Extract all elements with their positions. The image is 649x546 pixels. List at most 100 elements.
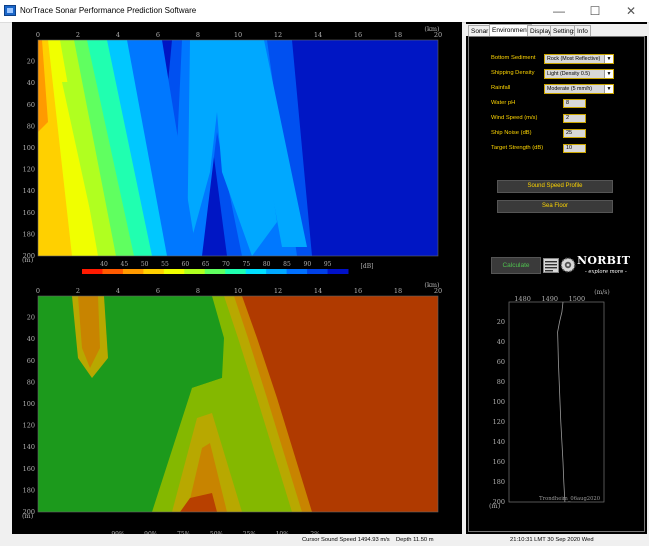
- ssp-depth-tick-label: 100: [493, 398, 505, 406]
- tl-colorbar-segment: [266, 269, 288, 274]
- minimize-button[interactable]: —: [553, 4, 565, 18]
- pd-region: [78, 296, 100, 368]
- tl-colorbar-segment: [225, 269, 247, 274]
- report-icon[interactable]: [543, 258, 559, 273]
- tab-info[interactable]: Info: [574, 25, 591, 36]
- sound-speed-profile-plot[interactable]: (m/s) 1480 1490 1500 20 40 60 80 100 120 140 160 180…: [469, 285, 644, 533]
- ssp-depth-tick-label: 20: [497, 318, 505, 326]
- tl-y-tick-label: 140: [23, 187, 35, 195]
- tl-colorbar-segment: [204, 269, 226, 274]
- sound-speed-profile-button[interactable]: Sound Speed Profile: [497, 180, 613, 193]
- pd-x-tick-label: 4: [116, 287, 120, 295]
- tl-x-tick-label: 2: [76, 31, 80, 39]
- app-icon: [4, 5, 16, 16]
- tl-colorbar-segment: [286, 269, 308, 274]
- ssp-speed-tick-label: 1480: [514, 295, 531, 303]
- tl-colorbar-tick-label: 70: [222, 261, 230, 268]
- tl-x-unit-label: (km): [424, 25, 440, 33]
- pd-y-unit-label: (m): [22, 512, 34, 520]
- tl-colorbar-tick-label: 60: [182, 261, 190, 268]
- tl-region: [244, 40, 307, 247]
- target-strength-input[interactable]: 10: [563, 144, 586, 153]
- maximize-button[interactable]: ☐: [589, 4, 601, 18]
- pd-x-tick-label: 10: [234, 287, 242, 295]
- tl-y-tick-label: 80: [27, 122, 35, 130]
- cursor-sound-speed-readout: Cursor Sound Speed 1494.93 m/s: [302, 537, 390, 543]
- tl-x-tick-label: 12: [274, 31, 282, 39]
- tl-colorbar-tick-label: 90: [304, 261, 312, 268]
- wind-speed-input[interactable]: 2: [563, 114, 586, 123]
- tl-region: [62, 82, 112, 256]
- tl-colorbar-segment: [327, 269, 349, 274]
- tl-colorbar-segment: [143, 269, 165, 274]
- sea-floor-button[interactable]: Sea Floor: [497, 200, 613, 213]
- tl-colorbar-tick-label: 40: [100, 261, 108, 268]
- tl-region: [38, 40, 72, 256]
- pd-region: [187, 443, 227, 512]
- wind-speed-label: Wind Speed (m/s): [491, 115, 538, 121]
- pd-y-tick-label: 180: [23, 486, 35, 494]
- tl-colorbar-segment: [163, 269, 185, 274]
- ssp-depth-tick-label: 200: [493, 498, 505, 506]
- plots-area: 0 2 4 6 8 10 12 14 16 18 20 (km) 20 40 60 80 100 120 140 16…: [12, 22, 462, 534]
- chevron-down-icon: ▼: [604, 70, 613, 78]
- ssp-profile-line: [557, 301, 566, 503]
- close-button[interactable]: ✕: [625, 4, 637, 18]
- calculate-button[interactable]: Calculate: [491, 257, 541, 274]
- pd-y-tick-label: 80: [27, 378, 35, 386]
- water-ph-label: Water pH: [491, 100, 516, 106]
- tl-colorbar-tick-label: 75: [243, 261, 251, 268]
- ssp-speed-tick-label: 1490: [541, 295, 558, 303]
- rainfall-select[interactable]: Moderate (5 mm/h) ▼: [544, 84, 614, 94]
- tl-colorbar-tick-label: 65: [202, 261, 210, 268]
- pd-plot-frame: [37, 295, 439, 513]
- water-ph-input[interactable]: 8: [563, 99, 586, 108]
- chevron-down-icon: ▼: [604, 85, 613, 93]
- tab-sonar[interactable]: Sonar: [468, 25, 492, 36]
- pd-region: [180, 493, 217, 512]
- ssp-depth-tick-label: 40: [497, 338, 505, 346]
- bottom-sediment-select[interactable]: Rock (Most Reflective) ▼: [544, 54, 614, 64]
- status-bar: Cursor Sound Speed 1494.93 m/s Depth 11.…: [0, 534, 649, 546]
- tl-colorbar-segment: [245, 269, 267, 274]
- tl-y-tick-label: 60: [27, 101, 35, 109]
- tl-colorbar-tick-label: 50: [141, 261, 149, 268]
- tl-x-tick-label: 10: [234, 31, 242, 39]
- tl-y-tick-label: 20: [27, 58, 35, 66]
- pd-y-tick-label: 20: [27, 314, 35, 322]
- pd-x-tick-label: 8: [196, 287, 200, 295]
- settings-gear-icon[interactable]: [560, 257, 576, 273]
- pd-x-tick-label: 14: [314, 287, 322, 295]
- norbit-logo: NORBIT: [577, 254, 631, 267]
- cursor-depth-readout: Depth 11.50 m: [396, 537, 434, 543]
- ssp-speed-tick-label: 1500: [569, 295, 586, 303]
- ssp-depth-tick-label: 180: [493, 478, 505, 486]
- environment-panel: Bottom Sediment Rock (Most Reflective) ▼ …: [468, 36, 645, 532]
- tl-plot-frame: [37, 39, 439, 257]
- pd-colorbar-tick-label: 75%: [177, 531, 191, 534]
- pd-y-tick-label: 40: [27, 335, 35, 343]
- tl-y-tick-label: 200: [23, 252, 35, 260]
- bottom-sediment-label: Bottom Sediment: [491, 55, 536, 61]
- transmission-loss-plot[interactable]: 0 2 4 6 8 10 12 14 16 18 20(km)2040608010012014016…: [12, 22, 462, 278]
- pd-x-unit-label: (km): [424, 281, 440, 289]
- pd-y-tick-label: 60: [27, 357, 35, 365]
- tl-colorbar-segment: [307, 269, 329, 274]
- ship-noise-input[interactable]: 25: [563, 129, 586, 138]
- tab-environment[interactable]: Environment: [489, 24, 532, 36]
- probability-of-detection-plot[interactable]: 0 2 4 6 8 10 12 14 16 18 20(km)2040608010012014016…: [12, 278, 462, 534]
- tl-y-tick-label: 180: [23, 230, 35, 238]
- ssp-depth-tick-label: 140: [493, 438, 505, 446]
- tl-y-tick-label: 40: [27, 79, 35, 87]
- shipping-density-select[interactable]: Light (Density 0.5) ▼: [544, 69, 614, 79]
- pd-colorbar-tick-label: 25%: [243, 531, 257, 534]
- pd-x-tick-label: 18: [394, 287, 402, 295]
- tl-x-tick-label: 14: [314, 31, 322, 39]
- tl-y-tick-label: 120: [23, 166, 35, 174]
- tl-x-tick-label: 6: [156, 31, 160, 39]
- tab-bar: Sonar Environment Display Settings Info: [466, 24, 647, 36]
- ssp-depth-tick-label: 120: [493, 418, 505, 426]
- ssp-depth-tick-label: 60: [497, 358, 505, 366]
- chevron-down-icon: ▼: [604, 55, 613, 63]
- tl-y-unit-label: (m): [22, 256, 34, 264]
